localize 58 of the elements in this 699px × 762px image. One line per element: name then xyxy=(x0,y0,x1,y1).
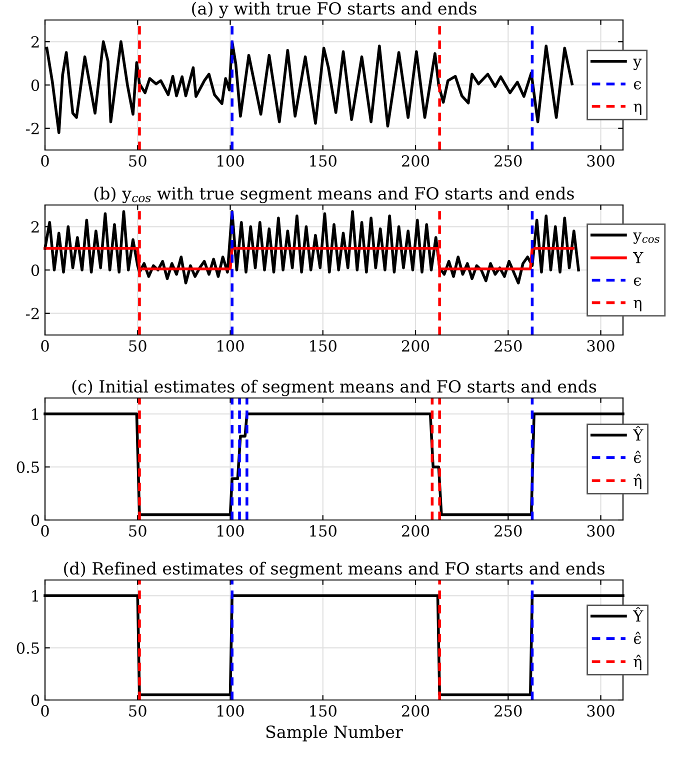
legend-label: ϵ̂ xyxy=(634,450,641,464)
x-tick-label: 50 xyxy=(129,340,146,352)
chart-title: (d) Refined estimates of segment means and FO starts and ends xyxy=(64,562,604,578)
x-tick-label: 0 xyxy=(41,155,49,167)
x-tick-label: 250 xyxy=(494,155,522,167)
legend-label: η xyxy=(634,300,642,312)
legend-label: y xyxy=(633,58,642,70)
y-tick-label: 2 xyxy=(31,221,39,232)
x-tick-label: 50 xyxy=(129,155,146,167)
legend-label: y$_{cos}$ xyxy=(633,232,660,244)
y-tick-label: 0.5 xyxy=(16,642,39,654)
x-axis-title: Sample Number xyxy=(266,725,403,742)
x-tick-label: 250 xyxy=(494,705,522,717)
y-tick-label: 0 xyxy=(31,79,40,92)
y-tick-label: 0 xyxy=(31,514,40,526)
y-tick-label: -2 xyxy=(26,308,39,320)
legend-label: Y xyxy=(632,252,644,264)
x-tick-label: 0 xyxy=(41,705,49,717)
chart-title: (a) y with true FO starts and ends xyxy=(192,2,476,18)
chart-title: (b) y$_{cos}$ with true segment means and FO starts and ends xyxy=(94,186,574,204)
x-tick-label: 300 xyxy=(587,525,614,537)
x-tick-label: 100 xyxy=(218,525,244,537)
x-tick-label: 150 xyxy=(310,525,336,537)
x-tick-label: 300 xyxy=(587,705,614,717)
x-tick-label: 150 xyxy=(310,340,336,352)
legend-label: η xyxy=(634,104,642,115)
y-tick-label: -2 xyxy=(26,122,39,134)
x-tick-label: 250 xyxy=(494,340,522,352)
x-tick-label: 100 xyxy=(218,705,244,717)
x-tick-label: 300 xyxy=(587,340,614,352)
x-tick-label: 0 xyxy=(41,340,49,352)
x-tick-label: 150 xyxy=(310,705,336,717)
legend-label: ϵ̂ xyxy=(634,632,641,644)
x-tick-label: 150 xyxy=(310,155,336,167)
legend-label: ϵ xyxy=(634,277,641,286)
legend-label: ϵ xyxy=(634,81,641,90)
x-tick-label: 200 xyxy=(402,155,430,167)
x-tick-label: 0 xyxy=(41,525,49,537)
legend-label: Ŷ xyxy=(632,607,644,622)
legend-label: Ŷ xyxy=(632,426,644,440)
y-tick-label: 0 xyxy=(31,264,40,276)
legend-label: η̂ xyxy=(634,654,642,670)
y-tick-label: 1 xyxy=(32,590,38,602)
y-tick-label: 0.5 xyxy=(16,461,39,473)
x-tick-label: 200 xyxy=(402,340,430,352)
chart-title: (c) Initial estimates of segment means and FO starts and ends xyxy=(72,380,596,396)
x-tick-label: 100 xyxy=(218,340,244,352)
y-tick-label: 0 xyxy=(31,694,40,706)
x-tick-label: 250 xyxy=(494,525,522,537)
y-tick-label: 1 xyxy=(32,408,38,420)
x-tick-label: 100 xyxy=(218,155,244,167)
x-tick-label: 200 xyxy=(402,525,430,537)
y-tick-label: 2 xyxy=(31,36,39,48)
x-tick-label: 50 xyxy=(129,525,146,537)
x-tick-label: 50 xyxy=(129,705,146,717)
x-tick-label: 200 xyxy=(402,705,430,717)
x-tick-label: 300 xyxy=(587,155,614,167)
legend-label: η̂ xyxy=(634,474,642,490)
